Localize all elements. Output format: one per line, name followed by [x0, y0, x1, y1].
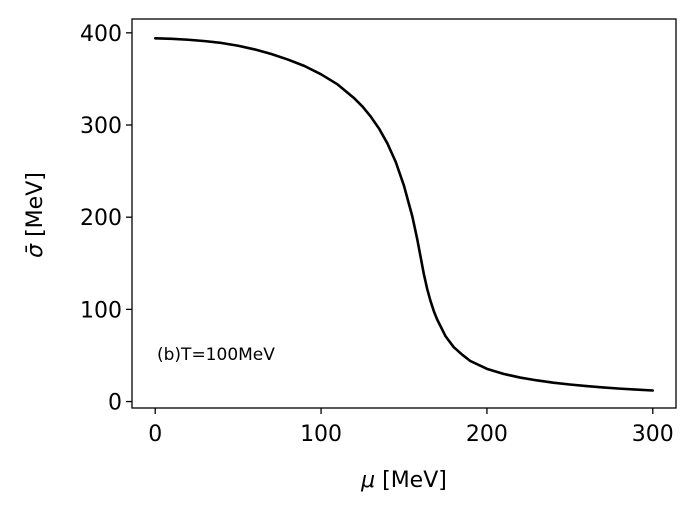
- x-tick-label: 300: [632, 422, 674, 447]
- x-tick-label: 0: [148, 422, 162, 447]
- y-tick-label: 400: [80, 22, 122, 47]
- x-tick-label: 100: [300, 422, 342, 447]
- x-axis-label: μ [MeV]: [360, 468, 447, 493]
- y-tick-label: 200: [80, 206, 122, 231]
- plot-frame: [131, 18, 677, 409]
- x-tick-label: 200: [466, 422, 508, 447]
- series-line-0: [153, 37, 655, 392]
- y-tick-label: 300: [80, 114, 122, 139]
- plot-area: 0 100 200 300 0 100 200 300 400: [80, 18, 677, 447]
- annotation-label: (b)T=100MeV: [157, 345, 275, 365]
- y-tick-label: 0: [108, 391, 122, 416]
- y-axis-label: σ̄ [MeV]: [23, 172, 48, 258]
- y-tick-label: 100: [80, 298, 122, 323]
